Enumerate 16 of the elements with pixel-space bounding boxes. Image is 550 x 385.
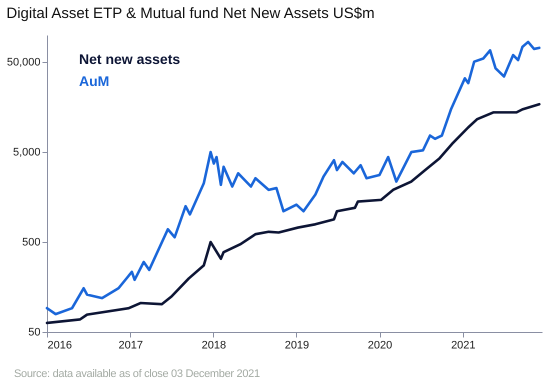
x-tick-label: 2016 <box>48 340 72 352</box>
y-tick-label: 50 <box>28 326 40 338</box>
x-tick-label: 2017 <box>118 340 144 352</box>
x-tick-label: 2020 <box>368 340 392 352</box>
text: Net new assets <box>79 51 180 67</box>
x-tick-label: 2018 <box>202 340 226 352</box>
y-tick-label: 5,000 <box>12 146 40 159</box>
text: AuM <box>79 73 110 89</box>
line-series <box>46 102 541 324</box>
line-series <box>46 40 541 316</box>
source-note: Source: data available as of close 03 December 2021 <box>14 368 261 380</box>
y-tick-label: 500 <box>22 236 40 249</box>
y-tick-label: 50,000 <box>6 56 40 69</box>
x-tick-label: 2021 <box>451 340 476 352</box>
chart-title: Digital Asset ETP & Mutual fund Net New Assets US$m <box>6 5 375 22</box>
x-tick-label: 2019 <box>284 340 310 352</box>
